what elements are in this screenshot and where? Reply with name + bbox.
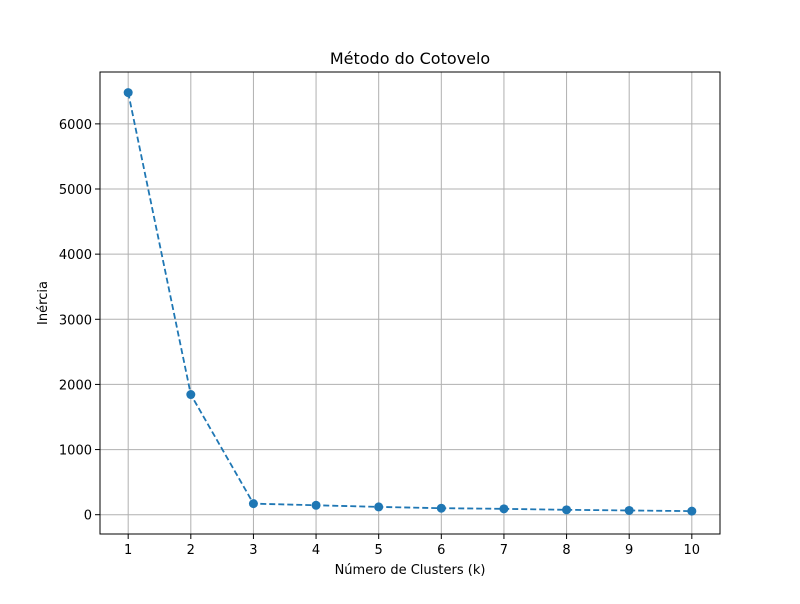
data-point [562,505,572,515]
data-point [311,500,321,510]
x-tick-label: 5 [375,543,383,558]
x-axis-label: Número de Clusters (k) [335,563,486,578]
chart-title: Método do Cotovelo [330,49,490,68]
y-tick-label: 4000 [59,248,92,263]
y-tick-label: 3000 [59,313,92,328]
data-point [624,505,634,515]
x-tick-label: 6 [437,543,445,558]
data-series [123,88,697,516]
x-tick-label: 3 [249,543,257,558]
y-tick-label: 5000 [59,183,92,198]
data-point [687,506,697,516]
y-tick-label: 1000 [59,444,92,459]
data-point [123,88,133,98]
series-line [127,92,692,513]
y-tick-label: 2000 [59,378,92,393]
y-tick-label: 6000 [59,118,92,133]
y-tick-label: 0 [84,509,92,524]
x-tick-label: 7 [500,543,508,558]
grid-lines [100,72,720,534]
data-point [436,503,446,513]
plot-frame [99,71,721,535]
x-tick-label: 8 [562,543,570,558]
data-point [248,499,258,509]
data-point [499,504,509,514]
x-axis-ticks: 1 2 3 4 5 6 7 8 9 10 [124,534,700,558]
y-axis-ticks: 0 1000 2000 3000 4000 5000 6000 [59,118,100,524]
data-point [374,502,384,512]
x-tick-label: 4 [312,543,320,558]
data-point [186,390,196,400]
x-tick-label: 10 [684,543,701,558]
y-axis-label: Inércia [36,281,51,325]
x-tick-label: 2 [187,543,195,558]
x-tick-label: 9 [625,543,633,558]
x-tick-label: 1 [124,543,132,558]
